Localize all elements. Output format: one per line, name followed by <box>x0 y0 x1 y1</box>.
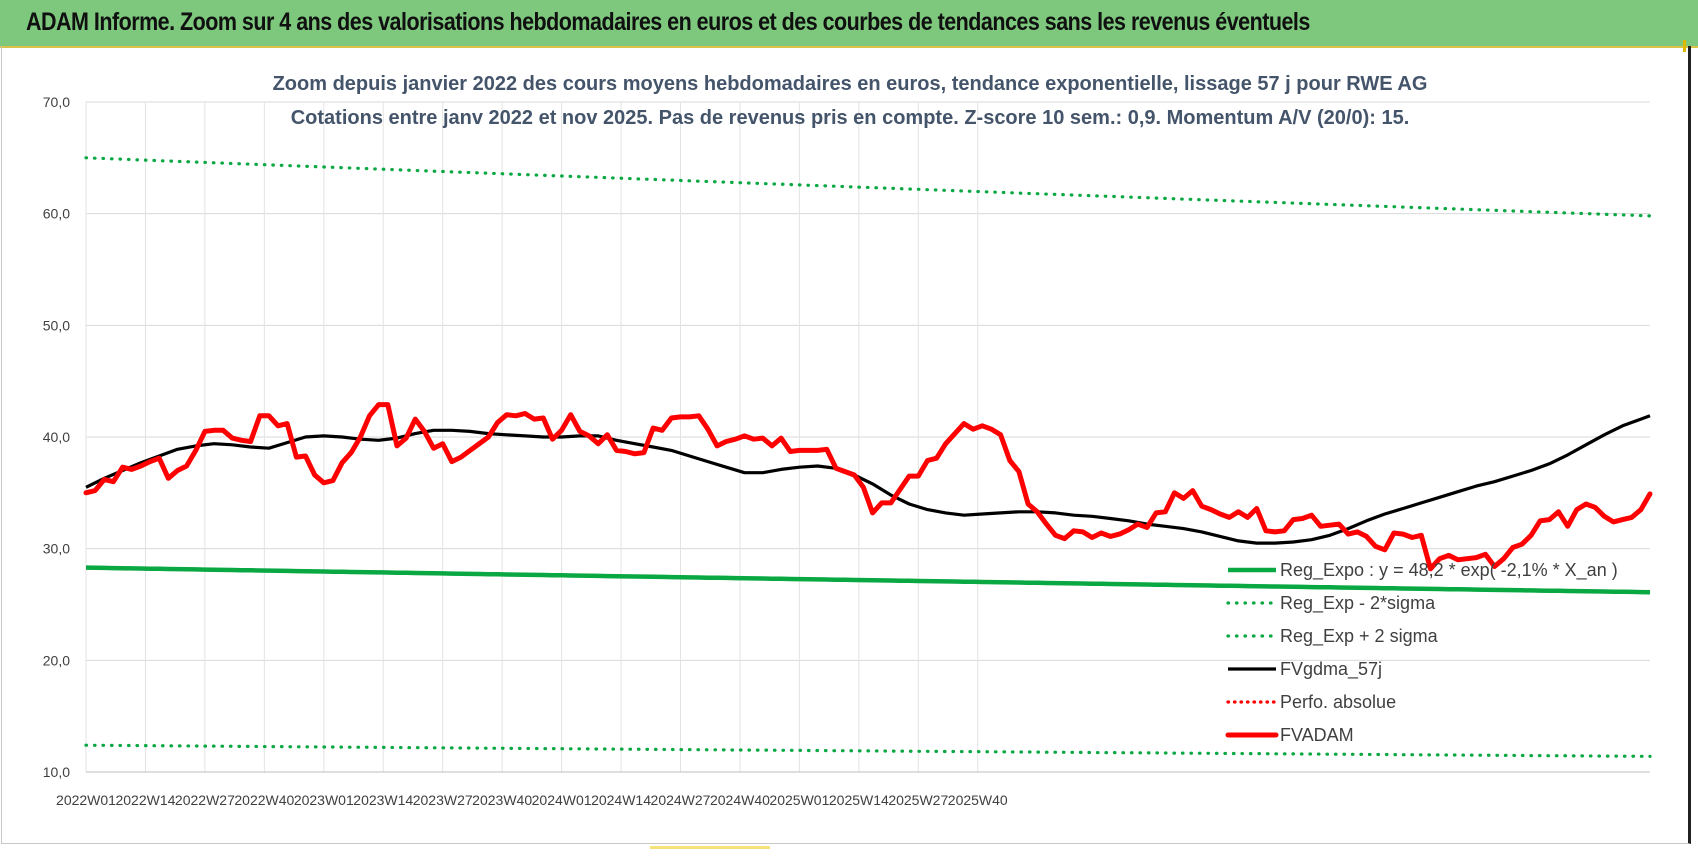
y-axis-ticks: 10,0 20,0 30,0 40,0 50,0 60,0 70,0 <box>43 94 70 780</box>
chart-subtitle-line-1: Zoom depuis janvier 2022 des cours moyen… <box>273 73 1428 95</box>
title-banner: ADAM Informe. Zoom sur 4 ans des valoris… <box>0 0 1698 48</box>
x-tick-label: 2025W27 <box>888 792 948 808</box>
series-lines <box>83 156 1653 758</box>
series-line-0 <box>85 565 1651 595</box>
x-tick-label: 2024W27 <box>651 792 711 808</box>
x-tick-label: 2025W14 <box>829 792 889 808</box>
legend: Reg_Expo : y = 48,2 * exp( -2,1% * X_an … <box>1225 560 1618 745</box>
y-tick-label: 50,0 <box>43 317 70 333</box>
legend-label: FVADAM <box>1280 725 1354 745</box>
x-tick-label: 2022W14 <box>115 792 175 808</box>
y-tick-label: 30,0 <box>43 541 70 557</box>
x-axis-ticks: 2022W01 2022W14 2022W27 2022W40 2023W01 2023W… <box>56 792 1008 808</box>
chart-subtitle: Zoom depuis janvier 2022 des cours moyen… <box>273 73 1428 129</box>
x-tick-label: 2023W14 <box>353 792 413 808</box>
legend-label: Reg_Expo : y = 48,2 * exp( -2,1% * X_an … <box>1280 560 1618 581</box>
series-line-2 <box>84 156 1652 218</box>
x-tick-label: 2025W01 <box>769 792 829 808</box>
x-tick-label: 2024W01 <box>532 792 592 808</box>
y-tick-label: 20,0 <box>43 652 70 668</box>
legend-label: Perfo. absolue <box>1280 692 1396 712</box>
x-tick-label: 2022W01 <box>56 792 116 808</box>
series-line-5 <box>83 402 1653 572</box>
y-tick-label: 40,0 <box>43 429 70 445</box>
x-tick-label: 2025W40 <box>948 792 1008 808</box>
y-tick-label: 60,0 <box>43 206 70 222</box>
legend-label: Reg_Exp + 2 sigma <box>1280 626 1439 647</box>
bottom-marker <box>650 846 770 849</box>
x-tick-label: 2024W40 <box>710 792 770 808</box>
x-tick-label: 2023W01 <box>294 792 354 808</box>
corner-marker <box>1683 40 1698 52</box>
series-line-3 <box>85 414 1651 545</box>
y-tick-label: 70,0 <box>43 94 70 110</box>
y-tick-label: 10,0 <box>43 764 70 780</box>
chart-frame <box>1 46 1691 844</box>
x-tick-label: 2022W40 <box>234 792 294 808</box>
legend-label: Reg_Exp - 2*sigma <box>1280 593 1436 614</box>
x-tick-label: 2024W14 <box>591 792 651 808</box>
x-tick-label: 2023W40 <box>472 792 532 808</box>
x-tick-label: 2023W27 <box>413 792 473 808</box>
x-tick-label: 2022W27 <box>175 792 235 808</box>
page-title: ADAM Informe. Zoom sur 4 ans des valoris… <box>26 8 1310 36</box>
legend-label: FVgdma_57j <box>1280 659 1382 680</box>
series-line-1 <box>84 743 1652 758</box>
chart-subtitle-line-2: Cotations entre janv 2022 et nov 2025. P… <box>291 107 1410 129</box>
